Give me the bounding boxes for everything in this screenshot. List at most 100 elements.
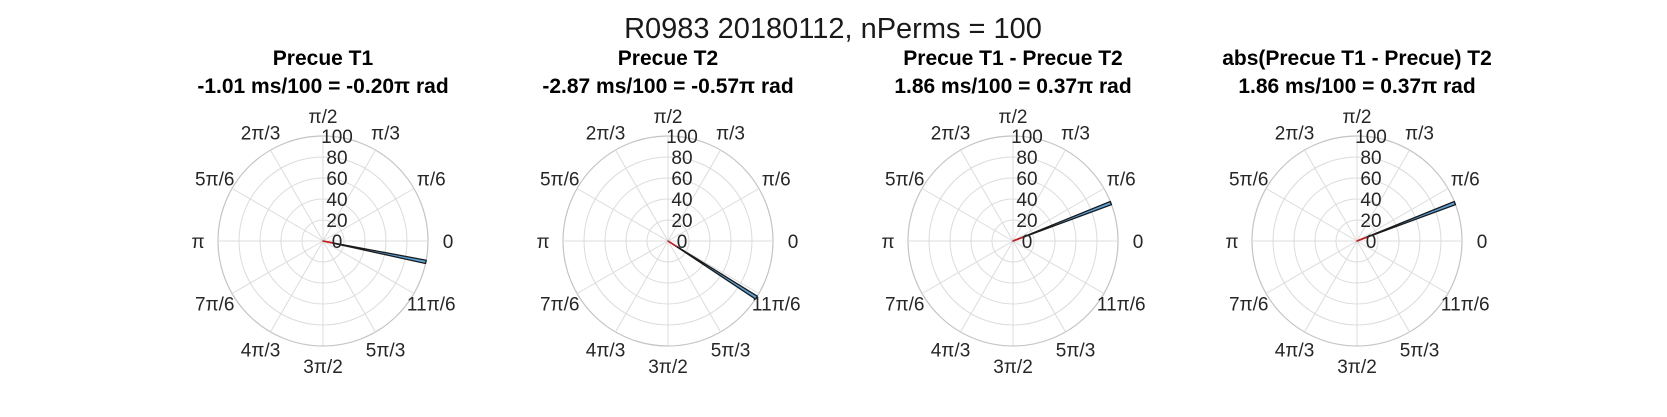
radial-tick-label: 20	[326, 211, 347, 232]
angle-label: 11π/6	[752, 295, 801, 316]
angle-label: 7π/6	[885, 295, 925, 316]
radial-tick-label: 100	[1355, 127, 1387, 148]
grid-spoke	[1356, 149, 1410, 242]
angle-label: 7π/6	[195, 295, 235, 316]
grid-spoke	[1265, 188, 1358, 242]
grid-spoke	[322, 240, 415, 294]
angle-label: 4π/3	[586, 340, 626, 361]
angle-label: π/6	[417, 170, 446, 191]
angle-label: π/2	[999, 107, 1028, 128]
grid-spoke	[1304, 240, 1358, 333]
grid-spoke	[322, 240, 376, 333]
angle-label: π/3	[716, 124, 745, 145]
panel-title: Precue T2	[618, 47, 718, 70]
panel-subtitle: -2.87 ms/100 = -0.57π rad	[542, 75, 793, 98]
angle-label: π/2	[1343, 107, 1372, 128]
radial-tick-label: 100	[321, 127, 353, 148]
angle-label: π	[536, 232, 549, 253]
grid-spoke	[1304, 149, 1358, 242]
polar-panel-4: abs(Precue T1 - Precue) T2 1.86 ms/100 = …	[1222, 47, 1492, 378]
radial-tick-label: 80	[1360, 148, 1381, 169]
grid-spoke	[667, 149, 721, 242]
angle-label: 5π/3	[1056, 340, 1096, 361]
grid-spoke	[1012, 188, 1105, 242]
angle-label: π/3	[1405, 124, 1434, 145]
angle-label: 5π/3	[711, 340, 751, 361]
radial-tick-label: 20	[1016, 211, 1037, 232]
angle-label: 2π/3	[241, 124, 281, 145]
angle-label: 4π/3	[931, 340, 971, 361]
radial-tick-label: 100	[1011, 127, 1043, 148]
angle-label: 5π/6	[195, 170, 235, 191]
grid-spoke	[270, 149, 324, 242]
radial-tick-label: 40	[671, 190, 692, 211]
angle-label: 3π/2	[303, 357, 343, 378]
panel-subtitle: 1.86 ms/100 = 0.37π rad	[1238, 75, 1475, 98]
angle-label: π/2	[309, 107, 338, 128]
radial-tick-label: 60	[1016, 169, 1037, 190]
grid-spoke	[960, 149, 1014, 242]
angle-label: 11π/6	[1441, 295, 1490, 316]
angle-label: 4π/3	[241, 340, 281, 361]
figure-title: R0983 20180112, nPerms = 100	[624, 13, 1042, 45]
histogram-bar	[322, 240, 427, 265]
histogram-bar	[667, 240, 758, 300]
panel-title: Precue T1	[273, 47, 374, 70]
angle-label: 0	[788, 232, 799, 253]
radial-tick-label: 0	[677, 232, 688, 253]
polar-panel-1: Precue T1-1.01 ms/100 = -0.20π rad020406…	[191, 47, 455, 378]
radial-tick-label: 40	[1016, 190, 1037, 211]
angle-label: 0	[1477, 232, 1488, 253]
grid-spoke	[1012, 149, 1066, 242]
grid-spoke	[231, 188, 324, 242]
grid-spoke	[1012, 240, 1105, 294]
grid-spoke	[921, 188, 1014, 242]
histogram-bar	[1012, 200, 1113, 242]
polar-panel-3: Precue T1 - Precue T2 1.86 ms/100 = 0.37π…	[881, 47, 1145, 378]
grid-spoke	[576, 188, 669, 242]
radial-tick-label: 40	[1360, 190, 1381, 211]
grid-spoke	[1356, 240, 1449, 294]
angle-label: π	[1225, 232, 1238, 253]
angle-label: π	[191, 232, 204, 253]
angle-label: 3π/2	[1337, 357, 1377, 378]
angle-label: π/6	[1451, 170, 1480, 191]
mean-vector-line	[1356, 236, 1368, 242]
grid-spoke	[322, 149, 376, 242]
grid-spoke	[270, 240, 324, 333]
angle-label: 5π/3	[1400, 340, 1440, 361]
angle-label: 11π/6	[407, 295, 456, 316]
grid-spoke	[1356, 240, 1410, 333]
grid-spoke	[667, 188, 760, 242]
angle-label: 11π/6	[1097, 295, 1146, 316]
panel-title: abs(Precue T1 - Precue) T2	[1222, 47, 1492, 70]
angle-label: π/2	[654, 107, 683, 128]
panel-title: Precue T1 - Precue T2	[903, 47, 1122, 70]
angle-label: 5π/6	[540, 170, 580, 191]
histogram-bar	[1356, 200, 1457, 242]
angle-label: 4π/3	[1275, 340, 1315, 361]
angle-label: 5π/6	[885, 170, 925, 191]
grid-spoke	[576, 240, 669, 294]
radial-tick-label: 80	[1016, 148, 1037, 169]
angle-label: π/3	[1061, 124, 1090, 145]
radial-tick-label: 60	[326, 169, 347, 190]
grid-spoke	[615, 240, 669, 333]
angle-label: 0	[1133, 232, 1144, 253]
angle-label: 2π/3	[1275, 124, 1315, 145]
angle-label: 7π/6	[540, 295, 580, 316]
angle-label: π/6	[1107, 170, 1136, 191]
polar-panel-2: Precue T2-2.87 ms/100 = -0.57π rad020406…	[536, 47, 800, 378]
angle-label: 7π/6	[1229, 295, 1269, 316]
radial-tick-label: 0	[1366, 232, 1377, 253]
radial-tick-label: 80	[671, 148, 692, 169]
panel-subtitle: -1.01 ms/100 = -0.20π rad	[197, 75, 448, 98]
angle-label: 5π/3	[366, 340, 406, 361]
grid-spoke	[1265, 240, 1358, 294]
grid-spoke	[322, 188, 415, 242]
mean-vector-line	[1012, 236, 1024, 242]
radial-tick-label: 100	[666, 127, 698, 148]
angle-label: 3π/2	[993, 357, 1033, 378]
grid-spoke	[615, 149, 669, 242]
angle-label: 3π/2	[648, 357, 688, 378]
